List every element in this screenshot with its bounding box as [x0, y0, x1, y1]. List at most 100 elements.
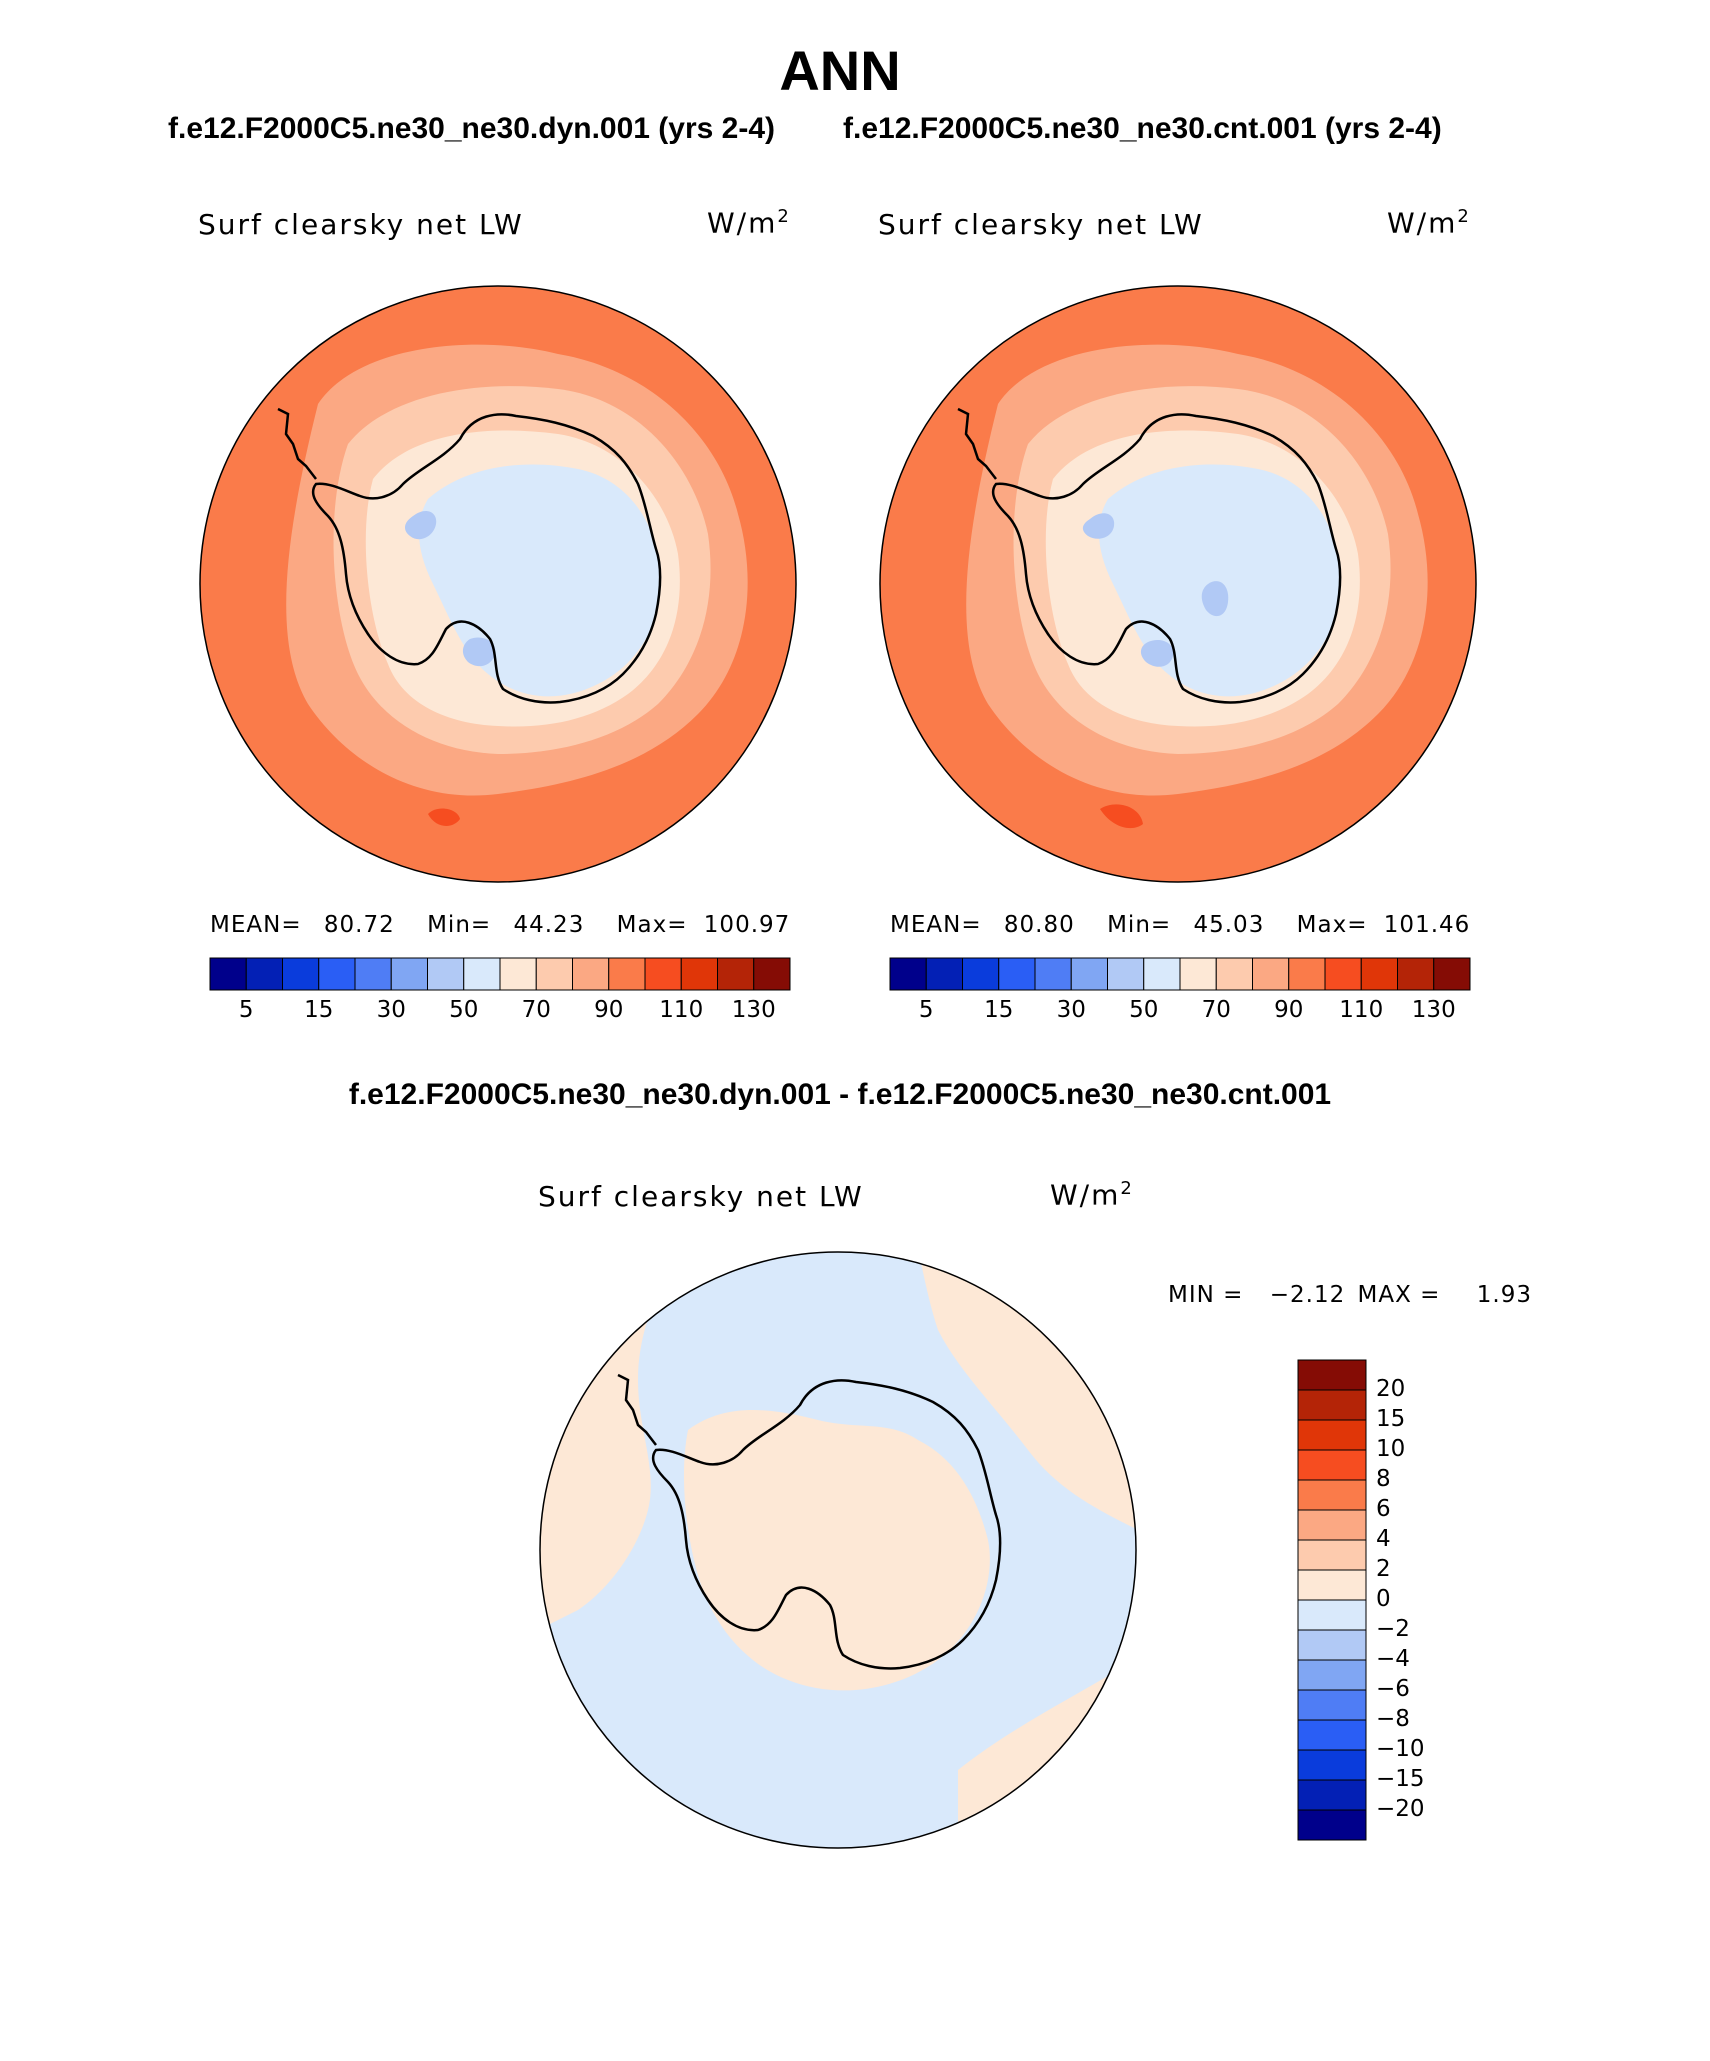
colorbar-tick-label: 50	[449, 997, 479, 1023]
contour-50a	[1082, 513, 1115, 539]
colorbar-tick-label: 70	[521, 997, 551, 1023]
colorbar-swatch	[282, 957, 320, 991]
colorbar-tick-label: 30	[376, 997, 406, 1023]
peninsula	[957, 407, 997, 480]
colorbar-tick-label: 5	[238, 997, 254, 1023]
stats-diff: MIN = −2.12 MAX = 1.93	[1168, 1282, 1532, 1308]
colorbar-swatch	[499, 957, 537, 991]
colorbar-swatch	[1034, 957, 1072, 991]
coastline	[311, 413, 662, 704]
colorbar-swatch	[998, 957, 1036, 991]
colorbar-swatch	[753, 957, 791, 991]
colorbar-tick-label: 90	[1274, 997, 1304, 1023]
colorbar-swatch	[889, 957, 927, 991]
colorbar-tick-label: 110	[659, 997, 704, 1023]
colorbar-swatch	[1288, 957, 1326, 991]
colorbar-swatch	[925, 957, 963, 991]
contour-50b	[1201, 581, 1229, 617]
colorbar-swatch	[680, 957, 718, 991]
colorbar-tick-label: 130	[1411, 997, 1456, 1023]
colorbar-tick-label: −4	[1376, 1646, 1410, 1672]
colorbar-swatch	[1252, 957, 1290, 991]
colorbar-swatch	[1297, 1719, 1367, 1751]
colorbar-swatch	[1179, 957, 1217, 991]
variable-label-left: Surf clearsky net LW	[198, 208, 524, 241]
units-label-right: W/m2	[1387, 206, 1471, 240]
pos-region-continent	[683, 1410, 990, 1691]
contour-50c	[1140, 639, 1174, 667]
colorbar-tick-label: 110	[1339, 997, 1384, 1023]
colorbar-swatch	[1297, 1419, 1367, 1451]
colorbar-swatch	[962, 957, 1000, 991]
colorbar-right	[889, 957, 1471, 991]
colorbar-swatch	[572, 957, 610, 991]
colorbar-ticks-right: 5 15 30 50 70 90 110 130	[890, 997, 1470, 1027]
colorbar-swatch	[209, 957, 247, 991]
colorbar-left	[209, 957, 791, 991]
colorbar-swatch	[1070, 957, 1108, 991]
colorbar-tick-label: 10	[1376, 1436, 1406, 1462]
colorbar-tick-label: 30	[1056, 997, 1086, 1023]
colorbar-swatch	[463, 957, 501, 991]
colorbar-swatch	[1297, 1389, 1367, 1421]
colorbar-tick-label: 70	[1201, 997, 1231, 1023]
colorbar-tick-label: −2	[1376, 1616, 1410, 1642]
colorbar-tick-label: 50	[1129, 997, 1159, 1023]
colorbar-swatch	[608, 957, 646, 991]
contour-50a	[404, 510, 437, 540]
colorbar-tick-label: −15	[1376, 1766, 1425, 1792]
coastline	[991, 413, 1342, 704]
colorbar-tick-label: 6	[1376, 1496, 1391, 1522]
units-label-diff: W/m2	[1050, 1178, 1134, 1212]
units-label-left: W/m2	[707, 206, 791, 240]
peninsula	[277, 407, 317, 480]
polar-map-right	[879, 285, 1477, 883]
colorbar-swatch	[1324, 957, 1362, 991]
colorbar-swatch	[717, 957, 755, 991]
colorbar-tick-label: −8	[1376, 1706, 1410, 1732]
colorbar-swatch	[427, 957, 465, 991]
colorbar-swatch	[1297, 1479, 1367, 1511]
colorbar-swatch	[1297, 1749, 1367, 1781]
stats-left: MEAN= 80.72 Min= 44.23 Max= 100.97	[210, 912, 791, 938]
colorbar-tick-label: −20	[1376, 1796, 1425, 1822]
colorbar-swatch	[1297, 1569, 1367, 1601]
colorbar-tick-label: 8	[1376, 1466, 1391, 1492]
colorbar-tick-label: 20	[1376, 1376, 1406, 1402]
colorbar-swatch	[1297, 1359, 1367, 1391]
colorbar-swatch	[354, 957, 392, 991]
colorbar-swatch	[1297, 1599, 1367, 1631]
contour-60	[1098, 464, 1341, 697]
case-title-left: f.e12.F2000C5.ne30_ne30.dyn.001 (yrs 2-4…	[168, 112, 776, 145]
figure-title: ANN	[779, 39, 901, 102]
colorbar-swatch	[1397, 957, 1435, 991]
variable-label-right: Surf clearsky net LW	[878, 208, 1204, 241]
colorbar-tick-label: 2	[1376, 1556, 1391, 1582]
colorbar-tick-label: 5	[918, 997, 934, 1023]
colorbar-swatch	[245, 957, 283, 991]
colorbar-swatch	[644, 957, 682, 991]
colorbar-swatch	[1297, 1629, 1367, 1661]
contour-50b	[462, 637, 496, 667]
colorbar-tick-label: 0	[1376, 1586, 1391, 1612]
colorbar-tick-label: 15	[1376, 1406, 1406, 1432]
stats-right: MEAN= 80.80 Min= 45.03 Max= 101.46	[890, 912, 1471, 938]
colorbar-tick-label: 15	[984, 997, 1014, 1023]
colorbar-tick-label: 130	[731, 997, 776, 1023]
colorbar-swatch	[1297, 1659, 1367, 1691]
colorbar-swatch	[1215, 957, 1253, 991]
colorbar-tick-label: 4	[1376, 1526, 1391, 1552]
variable-label-diff: Surf clearsky net LW	[538, 1180, 864, 1213]
map-border	[879, 285, 1477, 883]
colorbar-swatch	[1297, 1689, 1367, 1721]
colorbar-tick-label: −10	[1376, 1736, 1425, 1762]
colorbar-swatch	[1297, 1779, 1367, 1811]
colorbar-swatch	[1297, 1539, 1367, 1571]
map-border	[539, 1251, 1137, 1849]
colorbar-swatch	[1143, 957, 1181, 991]
colorbar-swatch	[1433, 957, 1471, 991]
peninsula	[617, 1373, 657, 1446]
colorbar-swatch	[1360, 957, 1398, 991]
colorbar-ticks-diff: 20 15 10 8 6 4 2 0 −2 −4 −6 −8 −10 −15 −20	[1376, 1360, 1456, 1840]
contour-110	[1100, 804, 1143, 829]
